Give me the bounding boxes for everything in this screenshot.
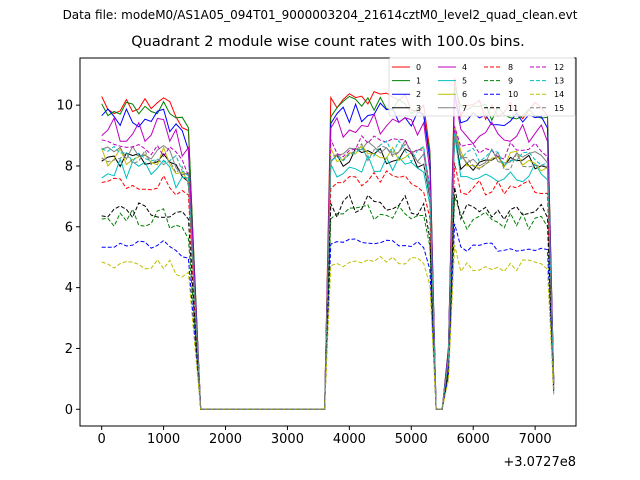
figure-suptitle: Data file: modeM0/AS1A05_094T01_90000032… — [62, 8, 578, 22]
legend-label: 7 — [462, 104, 467, 113]
legend-label: 13 — [554, 77, 564, 86]
legend-label: 11 — [508, 104, 518, 113]
axes-frame — [79, 57, 577, 427]
legend-label: 6 — [462, 90, 467, 99]
series-line — [101, 187, 555, 410]
series-line — [101, 135, 555, 410]
x-tick-label: 5000 — [395, 432, 428, 447]
x-tick-label: 7000 — [519, 432, 552, 447]
y-tick-label: 4 — [65, 281, 73, 296]
legend-label: 0 — [416, 63, 421, 72]
legend-label: 4 — [462, 63, 467, 72]
y-tick-label: 0 — [65, 403, 73, 418]
series-line — [101, 126, 555, 410]
legend-label: 9 — [508, 77, 513, 86]
legend-label: 8 — [508, 63, 513, 72]
x-tick-label: 4000 — [333, 432, 366, 447]
legend-box — [388, 57, 576, 117]
chart-title: Quadrant 2 module wise count rates with … — [131, 34, 525, 50]
y-tick-label: 8 — [65, 159, 73, 174]
x-axis: 0 1000 2000 3000 4000 5000 6000 7000 — [98, 426, 552, 447]
x-tick-label: 3000 — [271, 432, 304, 447]
x-tick-label: 1000 — [147, 432, 180, 447]
x-tick-label: 2000 — [209, 432, 242, 447]
y-axis: 0 2 4 6 8 10 — [56, 99, 80, 418]
legend-label: 12 — [554, 63, 564, 72]
legend-label: 14 — [554, 90, 564, 99]
y-tick-label: 2 — [65, 342, 73, 357]
y-tick-label: 10 — [56, 99, 73, 114]
x-offset-label: +3.0727e8 — [503, 455, 576, 470]
series-line — [101, 196, 555, 410]
legend-label: 2 — [416, 90, 421, 99]
legend-label: 15 — [554, 104, 564, 113]
legend-label: 10 — [508, 90, 518, 99]
series-line — [101, 244, 555, 410]
legend-label: 5 — [462, 77, 467, 86]
series-line — [101, 223, 555, 410]
legend-label: 3 — [416, 104, 421, 113]
legend-label: 1 — [416, 77, 421, 86]
y-tick-label: 6 — [65, 220, 73, 235]
x-tick-label: 0 — [98, 432, 106, 447]
x-tick-label: 6000 — [457, 432, 490, 447]
plot-lines — [101, 77, 555, 410]
